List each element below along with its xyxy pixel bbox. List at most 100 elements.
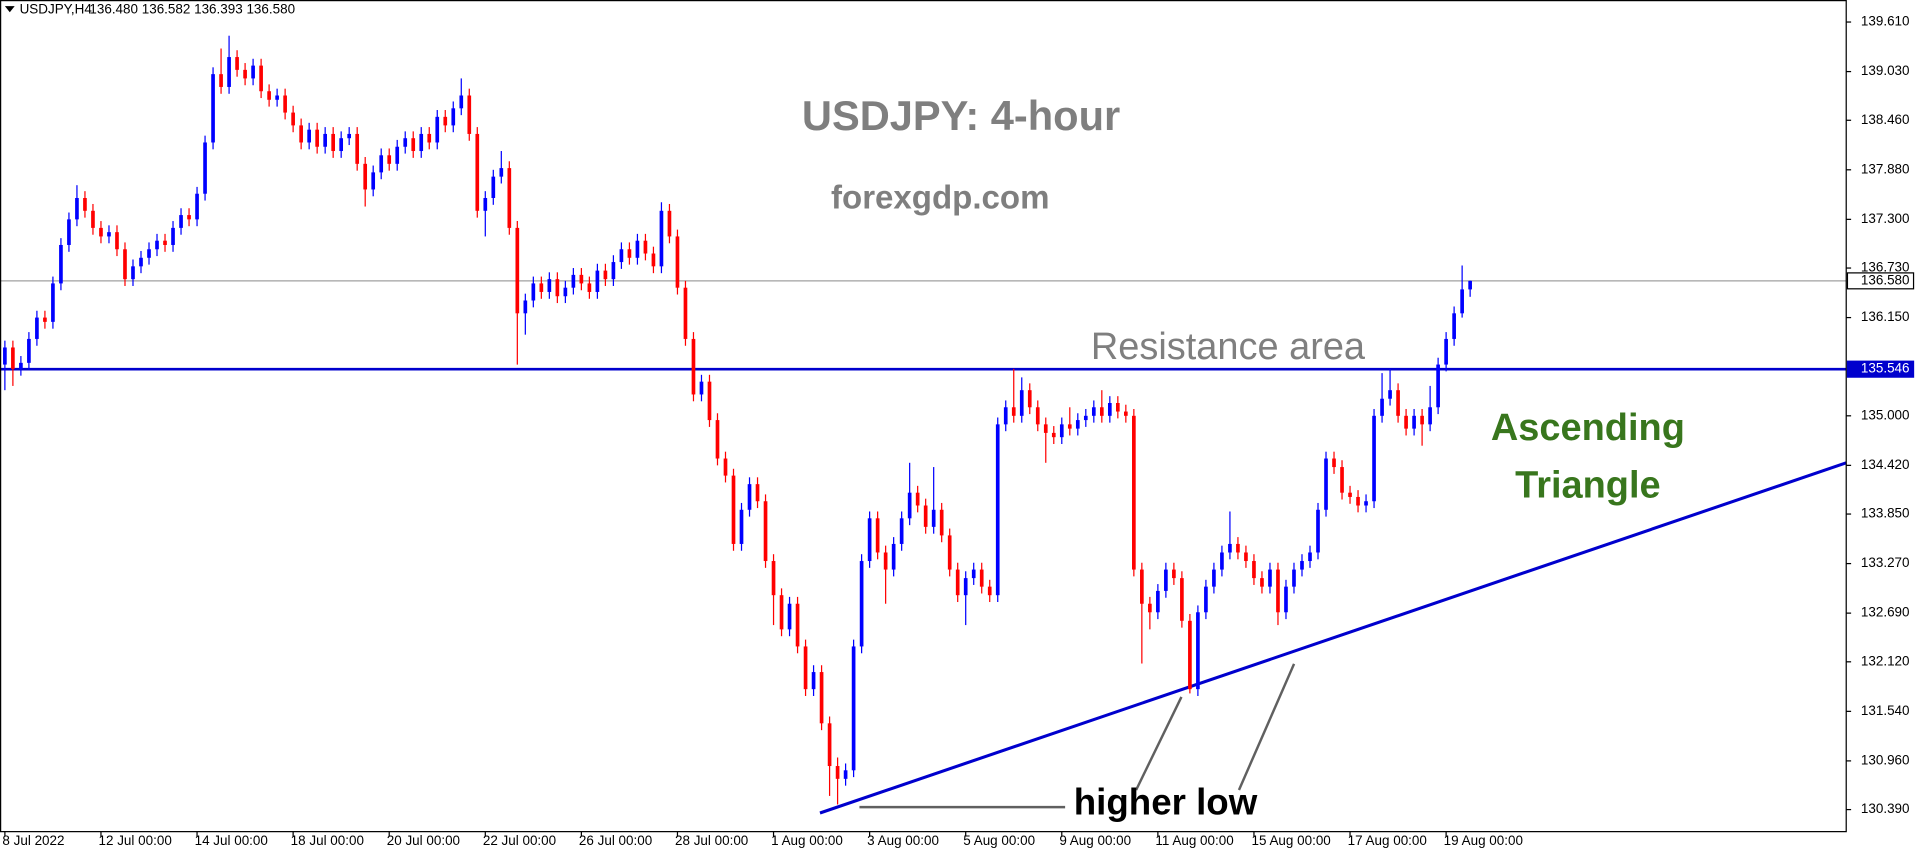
candle-body (259, 65, 263, 92)
candle-body (387, 155, 392, 164)
pointer-lines (859, 663, 1296, 809)
candle-body (923, 505, 928, 527)
candle-body (339, 138, 344, 152)
y-tick-label: 132.120 (1861, 653, 1910, 668)
candle-body (379, 155, 384, 173)
candle-body (1316, 509, 1320, 553)
candle-body (1148, 603, 1152, 613)
candle-body (1404, 415, 1408, 429)
candle-body (1292, 569, 1296, 587)
candle-body (283, 95, 287, 113)
candle-body (115, 232, 119, 250)
candle-body (163, 240, 167, 245)
candle-body (547, 279, 552, 292)
candle-body (715, 420, 720, 459)
x-tick-label: 11 Aug 00:00 (1155, 833, 1233, 848)
candle-body (499, 168, 504, 177)
candle-body (1452, 313, 1456, 339)
x-tick-label: 19 Aug 00:00 (1444, 833, 1523, 848)
candle-body (507, 168, 512, 228)
candle-body (3, 347, 7, 365)
x-tick-label: 1 Aug 00:00 (771, 833, 843, 848)
candle-body (395, 146, 400, 164)
candle-body (331, 133, 336, 152)
y-tick-label: 136.730 (1861, 260, 1910, 275)
candle-body (1444, 338, 1448, 365)
candle-body (1188, 620, 1192, 690)
candle-body (1051, 432, 1056, 438)
candle-body (1228, 543, 1232, 553)
candle-body (51, 283, 55, 322)
candle-body (651, 253, 656, 267)
candle-body (27, 338, 31, 363)
candle-body (251, 65, 255, 79)
candle-body (979, 569, 984, 587)
candle-body (699, 381, 704, 395)
symbol: USDJPY,H4 (20, 1, 93, 16)
candle-body (155, 240, 159, 250)
candle-body (171, 227, 175, 245)
menu-arrow (4, 6, 15, 13)
candle-body (571, 274, 576, 288)
candle-body (875, 518, 880, 553)
x-tick-label: 28 Jul 00:00 (675, 833, 748, 848)
candle-body (827, 723, 832, 767)
x-tick-label: 9 Aug 00:00 (1059, 833, 1131, 848)
candle-body (227, 57, 231, 87)
candle-body (139, 257, 143, 267)
candle-body (731, 475, 736, 544)
y-tick-label: 136.150 (1861, 309, 1910, 324)
candle-body (675, 236, 680, 288)
candle-body (1011, 407, 1016, 416)
candle-body (467, 95, 472, 134)
candle-body (851, 646, 856, 771)
candle-body (579, 274, 584, 284)
candle-body (1412, 415, 1416, 429)
x-tick-label: 20 Jul 00:00 (387, 833, 460, 848)
candle-body (1019, 390, 1024, 416)
y-tick-label: 132.690 (1861, 605, 1910, 620)
quote: 136.480 136.582 136.393 136.580 (89, 1, 295, 16)
chart-title: USDJPY: 4-hour (802, 92, 1120, 139)
candle-body (1460, 289, 1464, 314)
candle-body (1276, 569, 1280, 613)
candle-body (1099, 407, 1104, 416)
candle-body (315, 129, 319, 147)
candle-body (411, 138, 416, 152)
candle-body (1340, 467, 1344, 493)
candle-body (195, 193, 199, 220)
candle-body (1236, 543, 1240, 553)
candle-body (1420, 415, 1424, 425)
candle-body (1260, 578, 1264, 587)
candle-body (747, 484, 752, 510)
candle-body (275, 95, 279, 100)
candle-body (659, 210, 664, 267)
candle-body (539, 283, 544, 292)
candle-body (219, 74, 223, 87)
candle-body (307, 129, 311, 143)
y-tick-label: 139.030 (1861, 63, 1910, 78)
candle-body (355, 133, 360, 164)
candle-body (179, 215, 183, 228)
resistance-box (1846, 360, 1915, 378)
x-tick-label: 18 Jul 00:00 (291, 833, 364, 848)
y-tick-label: 137.300 (1861, 211, 1910, 226)
candle-body (483, 197, 488, 211)
candle-body (739, 509, 744, 544)
candle-body (603, 270, 608, 280)
candle-body (443, 116, 448, 126)
candle-body (67, 219, 71, 245)
higher-low-label: higher low (1074, 781, 1258, 822)
candle-body (683, 287, 688, 339)
candle-body (1468, 280, 1472, 290)
candle-body (1067, 424, 1072, 429)
candle-body (595, 270, 600, 292)
candle-body (1372, 415, 1376, 502)
candle-body (91, 210, 95, 228)
resistance-label: 135.546 (1861, 361, 1910, 376)
y-tick-label: 135.000 (1861, 407, 1910, 422)
trendline (819, 461, 1847, 815)
candle-body (971, 569, 976, 579)
candle-body (1356, 496, 1360, 506)
